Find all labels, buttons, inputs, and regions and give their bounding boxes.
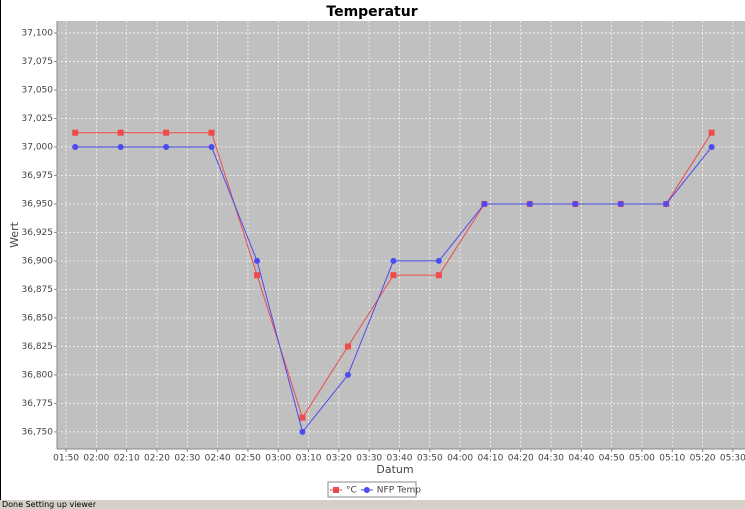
point [435, 257, 442, 264]
y-tick-label: 36,800 [22, 370, 54, 380]
x-tick-label: 04:30 [538, 454, 564, 464]
point [254, 272, 261, 279]
point [344, 343, 351, 350]
point [526, 200, 533, 207]
y-tick-label: 37,050 [22, 85, 54, 95]
point [708, 143, 715, 150]
status-bar: Done Setting up viewer [0, 500, 745, 509]
y-tick-label: 36,825 [22, 342, 54, 352]
point [344, 371, 351, 378]
x-tick-label: 03:30 [356, 454, 382, 464]
y-tick-label: 36,875 [22, 285, 54, 295]
point [390, 272, 397, 279]
point [617, 200, 624, 207]
chart-title: Temperatur [326, 4, 417, 20]
point [390, 257, 397, 264]
point [254, 257, 261, 264]
point [117, 143, 124, 150]
x-tick-label: 05:00 [629, 454, 655, 464]
x-tick-label: 05:20 [690, 454, 716, 464]
y-axis-label: Wert [8, 221, 21, 248]
legend-marker [333, 487, 339, 493]
y-tick-label: 36,850 [22, 313, 54, 323]
x-tick-label: 02:00 [83, 454, 109, 464]
x-tick-label: 03:50 [417, 454, 443, 464]
x-axis-label: Datum [376, 463, 413, 476]
point [299, 414, 306, 421]
x-tick-label: 02:10 [114, 454, 140, 464]
x-tick-label: 04:40 [568, 454, 594, 464]
x-tick-label: 02:50 [235, 454, 261, 464]
legend-marker [363, 487, 370, 493]
y-tick-label: 36,750 [22, 427, 54, 437]
x-tick-label: 05:30 [720, 454, 745, 464]
point [72, 143, 79, 150]
x-tick-label: 02:40 [205, 454, 231, 464]
point [208, 143, 215, 150]
x-tick-label: 03:10 [296, 454, 322, 464]
x-tick-label: 02:20 [144, 454, 170, 464]
y-tick-label: 36,975 [22, 171, 54, 181]
point [572, 200, 579, 207]
point [481, 200, 488, 207]
point [299, 428, 306, 435]
point [163, 143, 170, 150]
point [117, 129, 124, 136]
y-tick-label: 36,950 [22, 199, 54, 209]
point [72, 129, 79, 136]
point [708, 129, 715, 136]
point [663, 200, 670, 207]
y-tick-label: 36,900 [22, 256, 54, 266]
y-tick-label: 36,925 [22, 228, 54, 238]
y-tick-label: 37,075 [22, 57, 54, 67]
x-tick-label: 03:20 [326, 454, 352, 464]
y-tick-label: 37,100 [22, 28, 54, 38]
x-tick-label: 05:10 [659, 454, 685, 464]
x-tick-label: 03:00 [265, 454, 291, 464]
x-tick-label: 04:20 [508, 454, 534, 464]
x-tick-label: 04:10 [477, 454, 503, 464]
point [435, 272, 442, 279]
y-tick-label: 36,775 [22, 399, 54, 409]
x-tick-label: 01:50 [53, 454, 79, 464]
point [163, 129, 170, 136]
x-tick-label: 04:50 [599, 454, 625, 464]
point [208, 129, 215, 136]
legend-label: NFP Temp [377, 486, 421, 496]
x-tick-label: 03:40 [387, 454, 413, 464]
x-tick-label: 04:00 [447, 454, 473, 464]
x-tick-label: 02:30 [174, 454, 200, 464]
y-tick-label: 37,025 [22, 114, 54, 124]
legend-label: °C [346, 486, 357, 496]
y-tick-label: 37,000 [22, 142, 54, 152]
plot-area [57, 21, 745, 449]
